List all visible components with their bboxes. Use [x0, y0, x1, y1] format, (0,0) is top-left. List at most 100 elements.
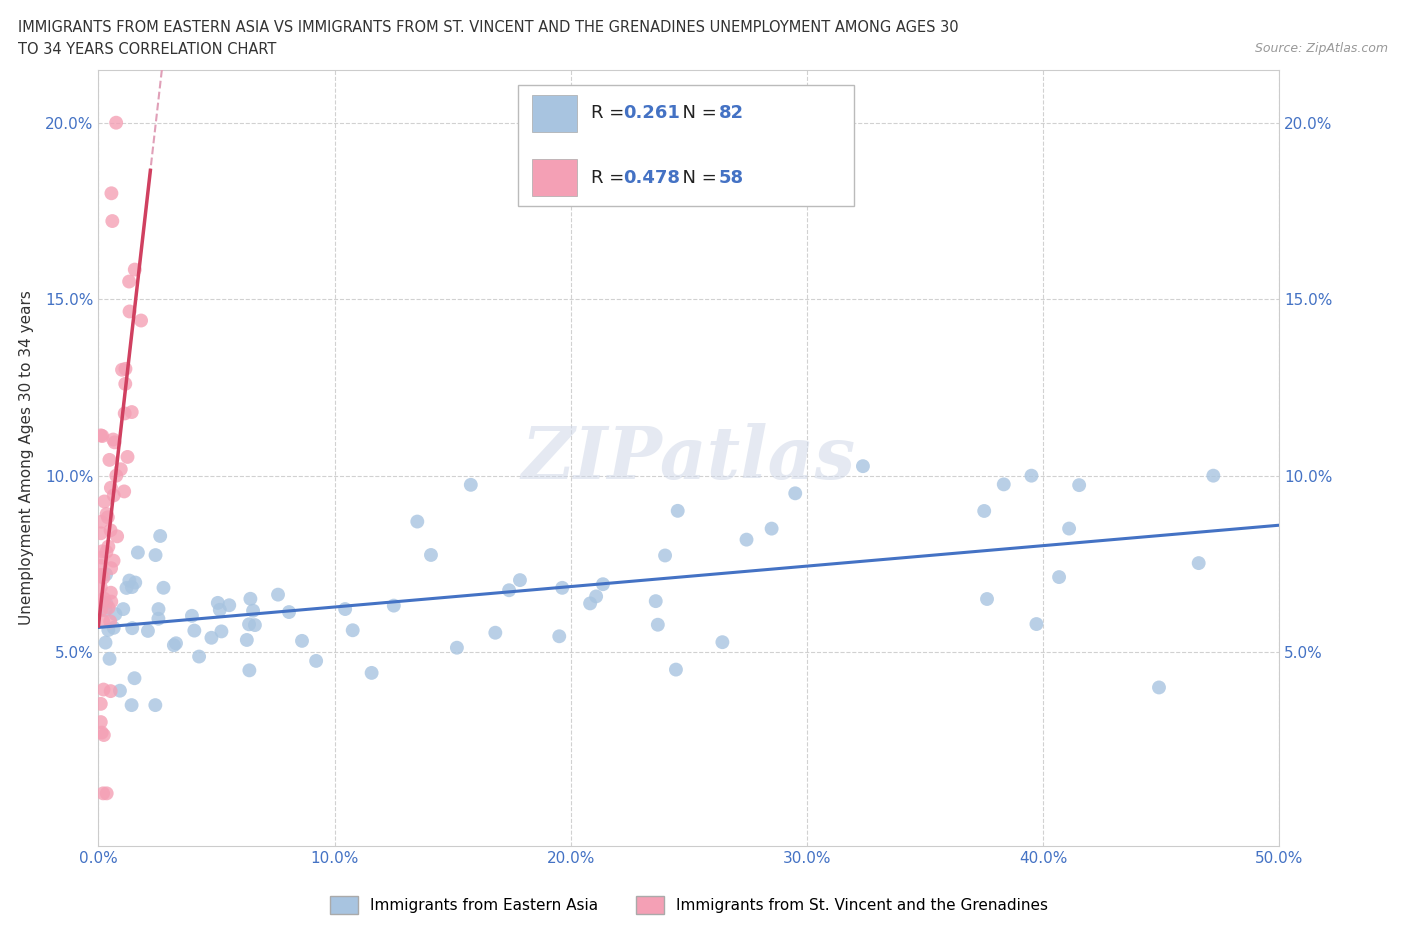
Point	[121, 620, 143, 635]
Point	[91, 570, 114, 585]
Point	[143, 698, 166, 712]
Point	[93, 727, 115, 742]
Point	[446, 640, 468, 655]
Point	[108, 684, 131, 698]
Point	[114, 377, 136, 392]
Point	[136, 623, 159, 638]
Point	[104, 435, 127, 450]
Point	[96, 507, 118, 522]
Point	[91, 786, 114, 801]
Point	[101, 214, 124, 229]
Point	[90, 697, 112, 711]
Point	[114, 406, 136, 421]
Point	[100, 594, 122, 609]
Point	[1147, 680, 1170, 695]
Legend: Immigrants from Eastern Asia, Immigrants from St. Vincent and the Grenadines: Immigrants from Eastern Asia, Immigrants…	[323, 890, 1054, 920]
Point	[97, 622, 120, 637]
Point	[973, 503, 995, 518]
Point	[484, 625, 506, 640]
Point	[101, 432, 124, 447]
Point	[208, 603, 231, 618]
Point	[110, 462, 132, 477]
Point	[112, 602, 135, 617]
Point	[124, 575, 146, 590]
Point	[100, 480, 122, 495]
Point	[592, 577, 614, 591]
Point	[90, 714, 112, 729]
Point	[127, 545, 149, 560]
Point	[585, 589, 607, 604]
Point	[207, 595, 229, 610]
Point	[551, 580, 574, 595]
Point	[100, 684, 122, 698]
Text: Source: ZipAtlas.com: Source: ZipAtlas.com	[1254, 42, 1388, 55]
Point	[90, 551, 112, 565]
Point	[97, 510, 120, 525]
Point	[96, 544, 118, 559]
Text: ZIPatlas: ZIPatlas	[522, 422, 856, 494]
Point	[238, 617, 260, 631]
Point	[91, 544, 114, 559]
Point	[735, 532, 758, 547]
Point	[852, 458, 875, 473]
Point	[548, 629, 571, 644]
Point	[121, 579, 143, 594]
Point	[644, 593, 666, 608]
Point	[509, 573, 531, 588]
Point	[90, 593, 112, 608]
Point	[112, 484, 135, 498]
FancyBboxPatch shape	[531, 95, 576, 132]
Text: N =: N =	[671, 168, 723, 187]
Point	[200, 631, 222, 645]
Point	[98, 614, 121, 629]
Text: R =: R =	[591, 104, 630, 122]
Point	[163, 638, 186, 653]
Point	[90, 567, 112, 582]
Point	[382, 598, 405, 613]
Point	[94, 567, 117, 582]
Point	[90, 580, 112, 595]
Point	[90, 525, 112, 540]
Point	[181, 608, 204, 623]
Point	[100, 561, 122, 576]
Point	[105, 529, 128, 544]
Point	[342, 623, 364, 638]
Text: N =: N =	[671, 104, 723, 122]
Point	[188, 649, 211, 664]
Point	[105, 468, 128, 483]
Point	[90, 603, 112, 618]
Point	[124, 262, 146, 277]
Point	[100, 523, 122, 538]
Point	[152, 580, 174, 595]
Point	[96, 786, 118, 801]
Point	[1069, 478, 1091, 493]
Point	[103, 488, 125, 503]
Point	[1025, 617, 1047, 631]
Point	[1202, 468, 1225, 483]
Point	[121, 405, 143, 419]
Point	[111, 363, 134, 378]
Point	[100, 186, 122, 201]
Point	[647, 618, 669, 632]
Y-axis label: Unemployment Among Ages 30 to 34 years: Unemployment Among Ages 30 to 34 years	[20, 290, 34, 626]
Point	[97, 539, 120, 554]
Point	[118, 274, 141, 289]
Point	[90, 558, 112, 573]
Point	[165, 636, 187, 651]
FancyBboxPatch shape	[517, 86, 855, 206]
Point	[218, 598, 240, 613]
Point	[94, 635, 117, 650]
Point	[90, 567, 112, 582]
Point	[115, 580, 138, 595]
Point	[243, 618, 266, 632]
Point	[183, 623, 205, 638]
Point	[129, 313, 152, 328]
Point	[579, 596, 602, 611]
Point	[98, 453, 121, 468]
Point	[654, 548, 676, 563]
Point	[236, 632, 259, 647]
Point	[97, 600, 120, 615]
Point	[90, 428, 112, 443]
Point	[117, 449, 139, 464]
Text: 58: 58	[718, 168, 744, 187]
